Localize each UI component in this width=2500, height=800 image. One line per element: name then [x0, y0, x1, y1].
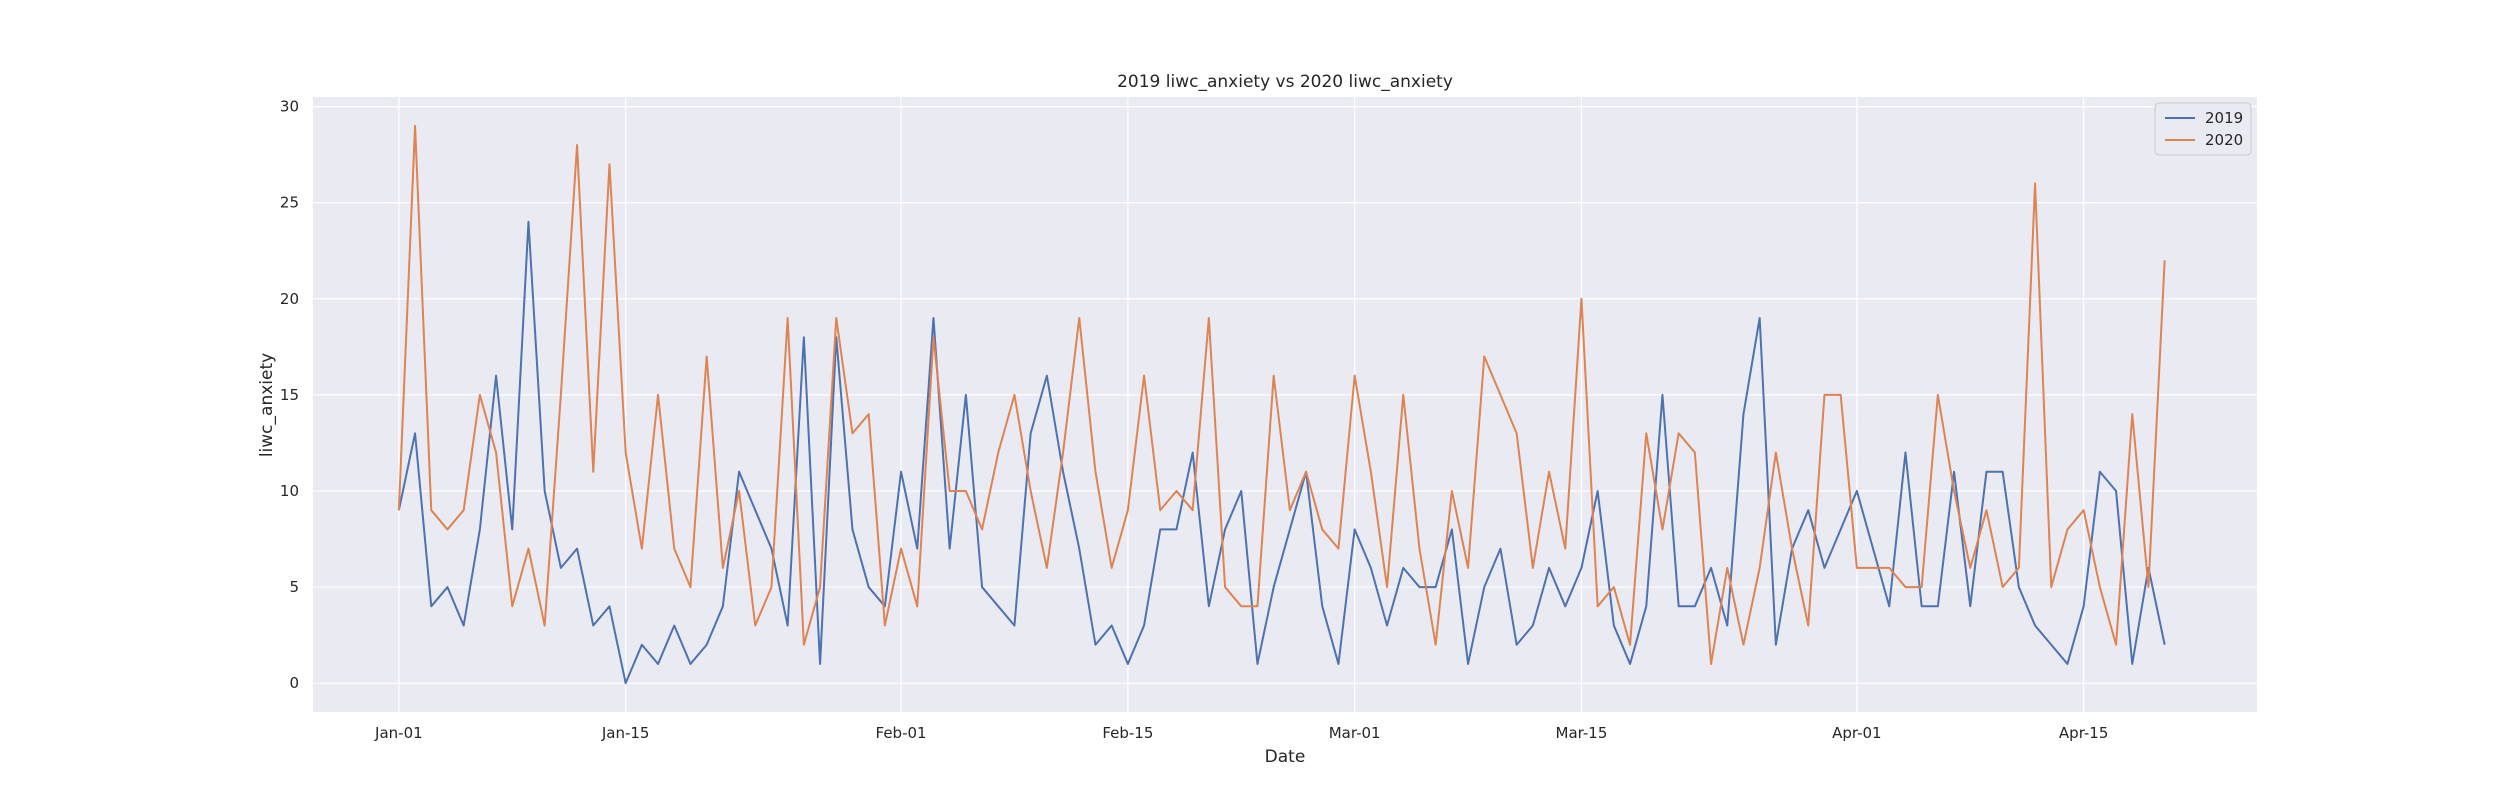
chart-title: 2019 liwc_anxiety vs 2020 liwc_anxiety [1117, 72, 1453, 92]
legend: 2019 2020 [2154, 102, 2252, 156]
series-line-2020 [397, 124, 2166, 665]
y-gridlines [313, 106, 2257, 684]
y-axis-label: liwc_anxiety [257, 353, 277, 457]
legend-box [2154, 102, 2252, 156]
series-line-2019 [397, 220, 2166, 685]
plot-area [313, 97, 2257, 712]
y-tick-label: 25 [280, 194, 299, 212]
x-axis-ticks: Jan-01 Jan-15 Feb-01 Feb-15 Mar-01 Mar-15 Apr-… [374, 724, 2108, 742]
x-tick-label: Mar-01 [1329, 724, 1381, 742]
x-tick-label: Apr-01 [1832, 724, 1882, 742]
series-lines [397, 124, 2166, 685]
y-tick-label: 20 [280, 290, 299, 308]
x-gridlines [398, 97, 2085, 712]
x-tick-label: Jan-01 [374, 724, 423, 742]
x-tick-label: Feb-15 [1102, 724, 1153, 742]
y-axis-ticks: 0 5 10 15 20 25 30 [280, 98, 299, 693]
x-axis-label: Date [1265, 747, 1306, 767]
legend-label-2020: 2020 [2205, 131, 2243, 149]
y-tick-label: 0 [289, 674, 299, 692]
x-tick-label: Jan-15 [601, 724, 650, 742]
x-tick-label: Apr-15 [2059, 724, 2109, 742]
y-tick-label: 15 [280, 386, 299, 404]
x-tick-label: Mar-15 [1556, 724, 1608, 742]
legend-label-2019: 2019 [2205, 109, 2243, 127]
y-tick-label: 5 [289, 578, 299, 596]
y-tick-label: 30 [280, 98, 299, 116]
x-tick-label: Feb-01 [876, 724, 927, 742]
y-tick-label: 10 [280, 482, 299, 500]
